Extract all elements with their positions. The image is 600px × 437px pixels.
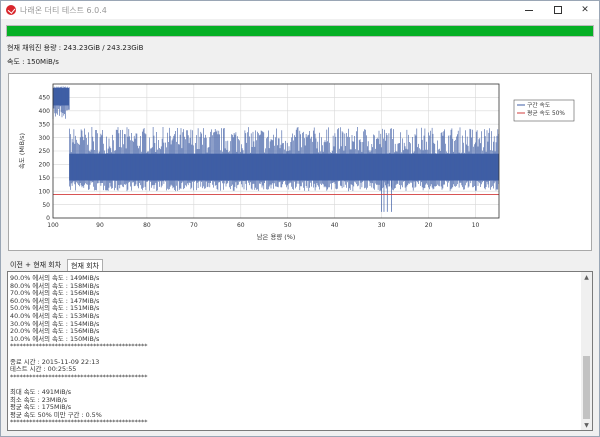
log-line: 80.0% 에서의 속도 : 158MiB/s (10, 281, 100, 290)
log-line: 테스트 시간 : 00:25:55 (10, 365, 77, 374)
legend-label: 구간 속도 (527, 101, 551, 109)
y-tick-label: 250 (39, 148, 51, 155)
log-line: 종료 시간 : 2015-11-09 22:13 (10, 357, 100, 366)
y-tick-label: 300 (39, 135, 51, 142)
title-bar[interactable]: 나래온 더티 테스트 6.0.4 ✕ (1, 1, 599, 19)
speed-label: 속도 : 150MiB/s (7, 58, 59, 66)
plot-frame (52, 83, 500, 219)
speed-trace-sustained (69, 127, 499, 192)
speed-chart-panel: 0 50 100 150 200 250 300 350 400 450 100 90 80 70 60 50… (8, 73, 592, 251)
tab-previous-and-current[interactable]: 이전 + 현재 회차 (10, 261, 62, 269)
scroll-up-arrow-icon[interactable]: ▲ (584, 273, 589, 281)
log-line: 10.0% 에서의 속도 : 150MiB/s (10, 334, 100, 343)
y-tick-label: 350 (39, 121, 51, 128)
x-tick-label: 70 (190, 222, 198, 229)
log-scrollbar[interactable]: ▲ ▼ (581, 272, 592, 430)
y-tick-label: 200 (39, 162, 51, 169)
legend-label: 평균 속도 50% (527, 109, 565, 117)
y-axis-label: 속도 (MiB/s) (18, 133, 26, 169)
y-tick-label: 150 (39, 175, 51, 182)
log-line: 70.0% 에서의 속도 : 156MiB/s (10, 289, 100, 298)
speed-chart: 0 50 100 150 200 250 300 350 400 450 100 90 80 70 60 50… (18, 83, 575, 241)
x-tick-label: 100 (47, 222, 59, 229)
log-line: ****************************************… (10, 342, 148, 351)
y-tick-label: 450 (39, 95, 51, 102)
close-icon: ✕ (581, 5, 589, 15)
y-tick-label: 400 (39, 108, 51, 115)
y-tick-label: 50 (42, 202, 50, 209)
log-line: 최소 속도 : 23MiB/s (10, 395, 68, 404)
progress-fill (7, 26, 593, 36)
capacity-label: 현재 채워진 용량 : 243.23GiB / 243.23GiB (7, 44, 144, 52)
log-line: 평균 속도 : 175MiB/s (10, 403, 72, 412)
x-tick-label: 20 (425, 222, 433, 229)
log-line: 최대 속도 : 491MiB/s (10, 388, 72, 396)
log-line: ****************************************… (10, 418, 148, 427)
x-axis-label: 남은 용량 (%) (257, 232, 296, 241)
maximize-button[interactable] (544, 1, 572, 19)
y-tick-label: 0 (46, 215, 50, 222)
window-title: 나래온 더티 테스트 6.0.4 (20, 6, 107, 15)
x-tick-label: 30 (378, 222, 386, 229)
log-line: 60.0% 에서의 속도 : 147MiB/s (10, 296, 100, 305)
x-tick-label: 60 (237, 222, 245, 229)
log-line: ****************************************… (10, 372, 148, 381)
log-text-area[interactable]: ▲ ▼ 90.0% 에서의 속도 : 149MiB/s 80.0% 에서의 속도 … (7, 271, 593, 431)
minimize-button[interactable] (515, 1, 543, 19)
x-tick-label: 90 (96, 222, 104, 229)
app-logo-icon (6, 5, 16, 15)
x-tick-label: 50 (284, 222, 292, 229)
fill-progress-bar (6, 25, 594, 37)
log-line: 20.0% 에서의 속도 : 156MiB/s (10, 327, 100, 336)
scroll-thumb[interactable] (583, 356, 590, 419)
tab-current[interactable]: 현재 회차 (67, 259, 103, 272)
minimize-icon (525, 9, 533, 11)
log-line: 50.0% 에서의 속도 : 151MiB/s (10, 304, 100, 313)
x-tick-label: 80 (143, 222, 151, 229)
log-line: 40.0% 에서의 속도 : 153MiB/s (10, 312, 100, 320)
log-line: 90.0% 에서의 속도 : 149MiB/s (10, 274, 100, 282)
scroll-down-arrow-icon[interactable]: ▼ (584, 421, 589, 429)
chart-legend (513, 99, 575, 122)
close-button[interactable]: ✕ (571, 1, 599, 19)
maximize-icon (554, 6, 562, 14)
log-line: 30.0% 에서의 속도 : 154MiB/s (10, 319, 100, 328)
x-tick-label: 40 (331, 222, 339, 229)
x-tick-label: 10 (472, 222, 480, 229)
log-line: 평균 속도 50% 미만 구간 : 0.5% (10, 410, 102, 419)
y-tick-label: 100 (39, 188, 51, 195)
